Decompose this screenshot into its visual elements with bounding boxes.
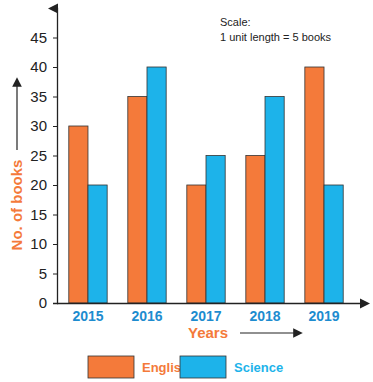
- legend: EnglishScience: [88, 356, 283, 378]
- y-tick-mark: [53, 185, 57, 186]
- y-axis: 0 5 10 15 20 25 30 35 40 45: [30, 9, 57, 312]
- y-tick: 15: [30, 206, 57, 223]
- y-tick-mark: [53, 215, 57, 216]
- x-tick-label: 2019: [308, 308, 339, 324]
- bar: [206, 156, 225, 304]
- x-tick: 2016: [131, 308, 162, 324]
- x-tick-label: 2015: [72, 308, 103, 324]
- x-tick: 2019: [308, 308, 339, 324]
- y-tick-mark: [53, 244, 57, 245]
- x-axis-title: Years: [188, 324, 228, 341]
- bar: [69, 126, 88, 303]
- x-axis-line: [57, 303, 365, 304]
- y-tick-mark: [53, 97, 57, 98]
- bar: [187, 185, 206, 303]
- y-tick-mark: [53, 126, 57, 127]
- x-tick: 2015: [72, 308, 103, 324]
- y-tick-label: 5: [39, 265, 47, 282]
- legend-swatch: [88, 356, 134, 378]
- bar: [324, 185, 343, 303]
- bar: [88, 185, 107, 303]
- legend-label: Science: [234, 360, 283, 375]
- y-tick: 10: [30, 235, 57, 252]
- y-tick-mark: [53, 38, 57, 39]
- bar-series: [69, 67, 324, 303]
- bar: [305, 67, 324, 303]
- bar: [147, 67, 166, 303]
- annotation: 1 unit length = 5 books: [220, 31, 331, 43]
- y-tick: 5: [39, 265, 57, 282]
- x-axis: 2015 2016 2017 2018 2019: [57, 304, 365, 324]
- x-tick: 2018: [249, 308, 280, 324]
- x-tick-label: 2016: [131, 308, 162, 324]
- x-tick-label: 2018: [249, 308, 280, 324]
- y-axis-title: No. of books: [8, 160, 25, 251]
- y-tick-label: 30: [30, 117, 47, 134]
- y-tick: 40: [30, 58, 57, 75]
- y-tick-label: 45: [30, 29, 47, 46]
- y-tick: 20: [30, 176, 57, 193]
- x-title-arrow: [240, 332, 298, 333]
- y-tick-label: 0: [39, 294, 47, 311]
- chart: 0 5 10 15 20 25 30 35 40 45 2015 2016 2017 2018 2019 No…: [0, 0, 373, 382]
- y-tick-mark: [53, 156, 57, 157]
- y-tick: 45: [30, 29, 57, 46]
- y-tick: 0: [39, 294, 57, 311]
- y-tick: 35: [30, 88, 57, 105]
- y-tick-mark: [53, 67, 57, 68]
- y-tick-label: 40: [30, 58, 47, 75]
- y-tick: 30: [30, 117, 57, 134]
- bar: [246, 156, 265, 304]
- y-tick-label: 25: [30, 147, 47, 164]
- x-tick-label: 2017: [190, 308, 221, 324]
- y-tick-mark: [53, 274, 57, 275]
- y-tick-label: 20: [30, 176, 47, 193]
- y-tick: 25: [30, 147, 57, 164]
- bar-series: [88, 67, 343, 303]
- y-axis-line: [53, 9, 58, 304]
- legend-swatch: [180, 356, 226, 378]
- x-tick: 2017: [190, 308, 221, 324]
- y-tick-label: 35: [30, 88, 47, 105]
- bar: [265, 97, 284, 304]
- y-tick-label: 10: [30, 235, 47, 252]
- y-title-arrow: [16, 82, 17, 150]
- y-tick-mark: [53, 303, 57, 304]
- annotation: Scale:: [220, 16, 251, 28]
- plot-area: [69, 67, 343, 303]
- y-tick-label: 15: [30, 206, 47, 223]
- bar: [128, 97, 147, 304]
